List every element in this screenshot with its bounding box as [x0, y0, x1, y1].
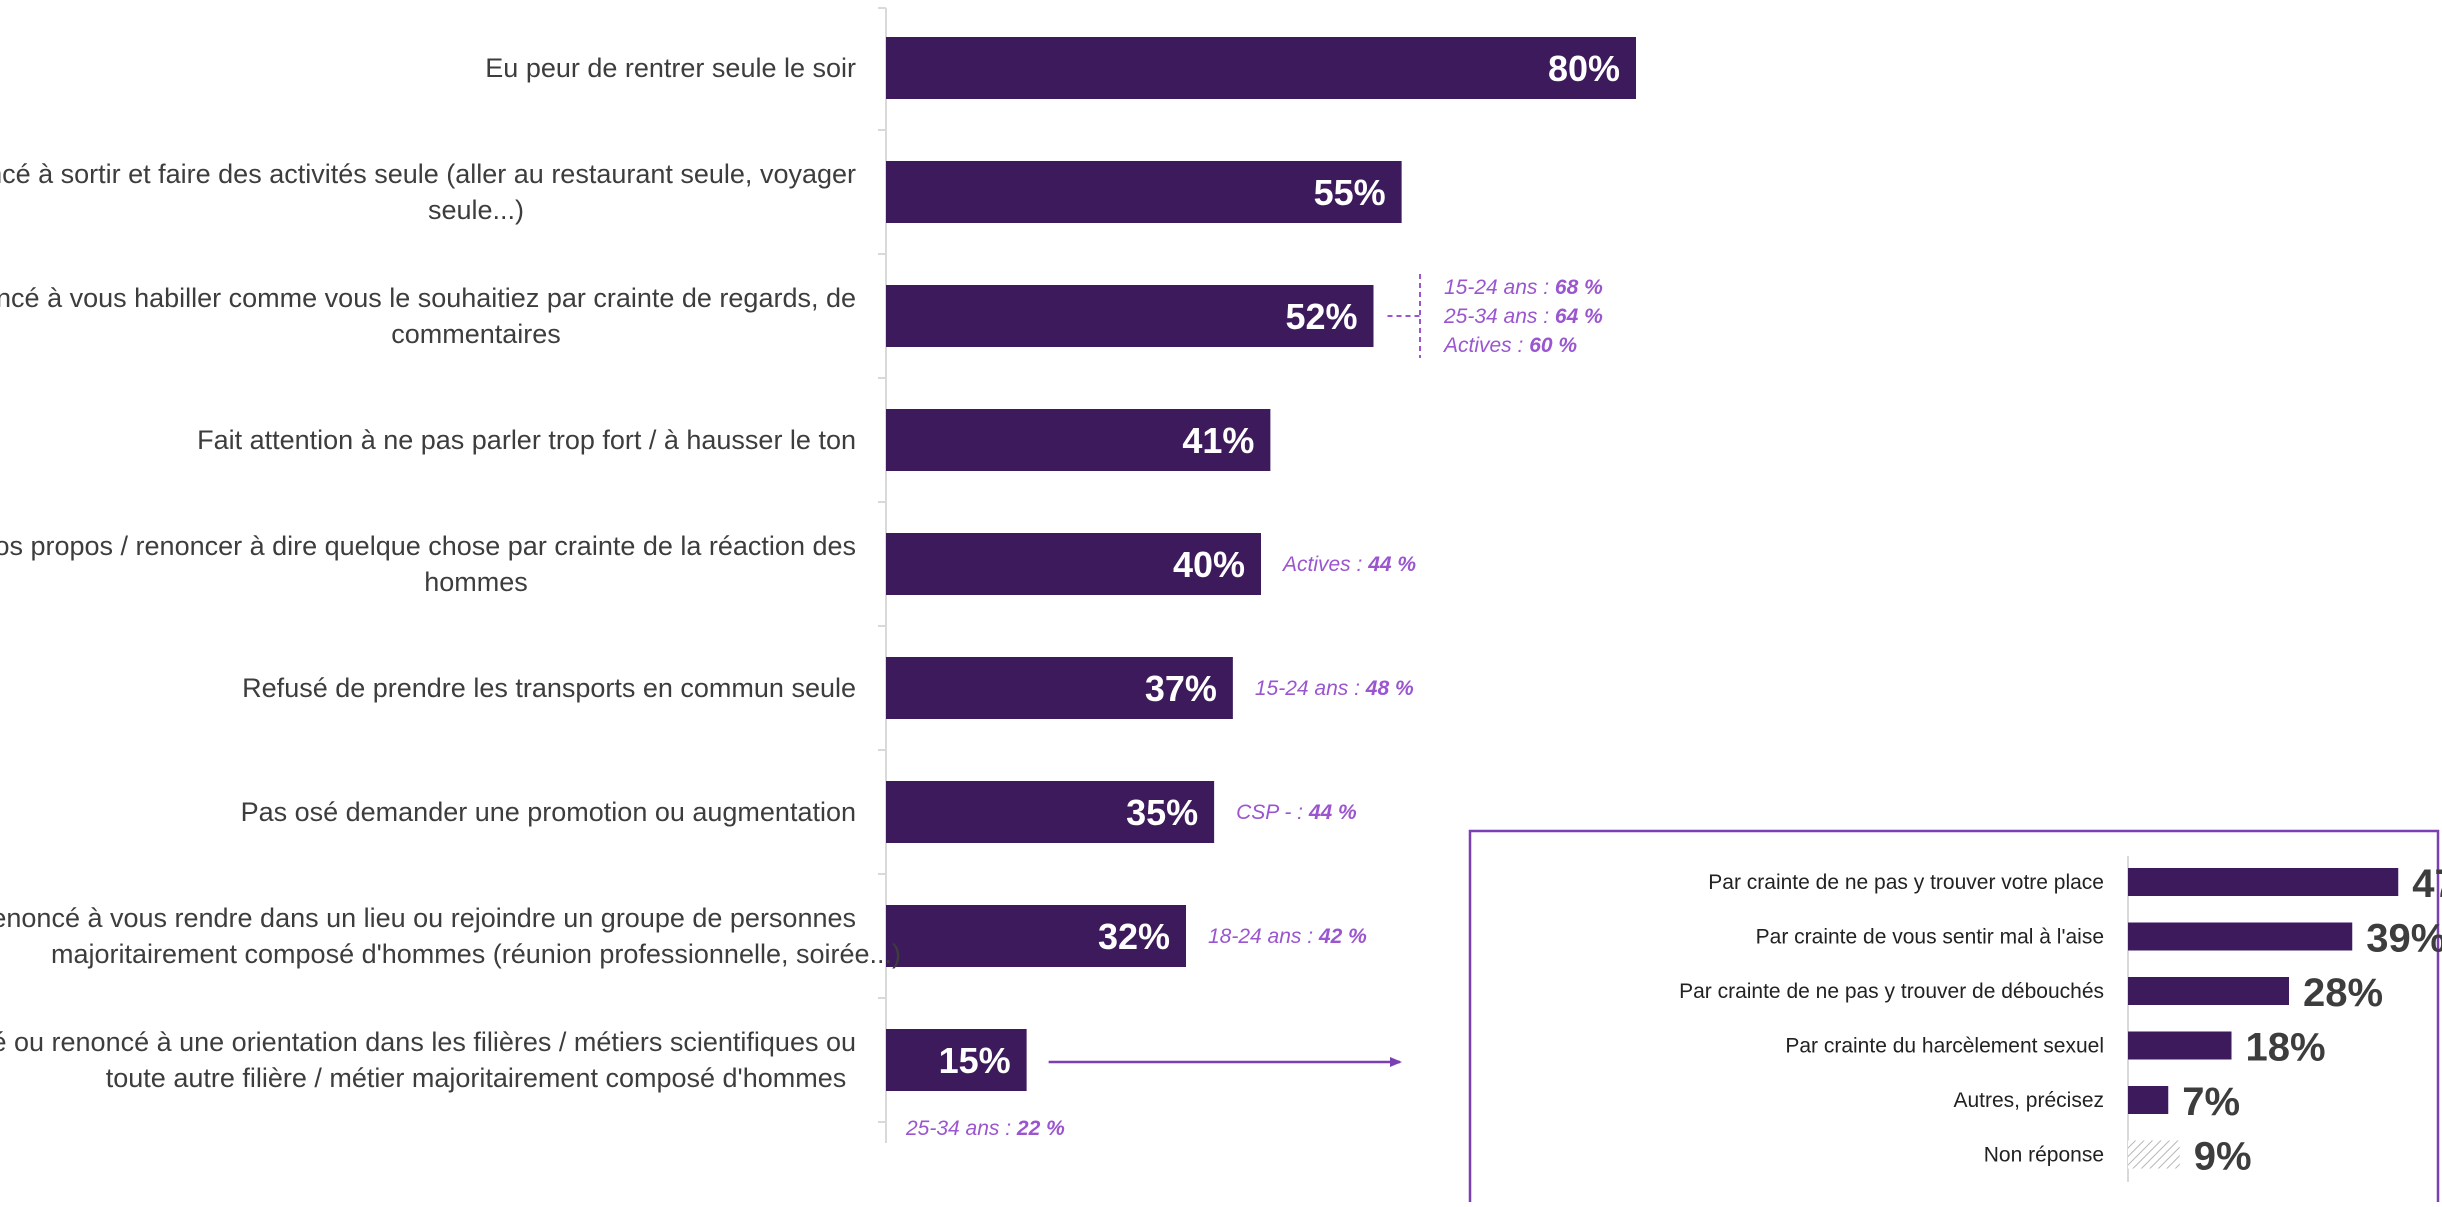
- annotation-value: 68 %: [1555, 276, 1603, 299]
- annotation-value: 64 %: [1555, 305, 1603, 328]
- data-label: 52%: [1285, 296, 1357, 337]
- data-label: 15%: [939, 1040, 1011, 1081]
- bar: [886, 657, 1233, 719]
- data-label: 41%: [1182, 420, 1254, 461]
- inset-bar: [2128, 1086, 2169, 1114]
- category-label: seule...): [428, 195, 524, 225]
- annotation-group: Actives :: [1281, 553, 1368, 576]
- data-label: 80%: [1548, 48, 1620, 89]
- bar: [886, 1029, 1027, 1091]
- inset-category-label: Par crainte de ne pas y trouver votre pl…: [1708, 871, 2104, 894]
- bar: [886, 533, 1261, 595]
- category-label: Eu peur de rentrer seule le soir: [485, 53, 856, 83]
- annotation-value: 60 %: [1529, 334, 1577, 357]
- category-label: Refusé de prendre les transports en comm…: [242, 673, 856, 703]
- category-label: hommes: [424, 567, 528, 597]
- annotation-group: CSP - :: [1236, 801, 1309, 824]
- inset-bar: [2128, 1031, 2232, 1060]
- inset-data-label: 18%: [2246, 1026, 2326, 1070]
- annotation-value: 42 %: [1318, 925, 1367, 948]
- main-bar-chart: 80% Eu peur de rentrer seule le soir 55% Re…: [0, 7, 1636, 1143]
- annotation-text: 15-24 ans : 68 %: [1444, 276, 1603, 299]
- inset-category-label: Par crainte de ne pas y trouver de débou…: [1679, 980, 2104, 1003]
- inset-category-label: Autres, précisez: [1953, 1089, 2104, 1112]
- inset-bar: [2128, 1140, 2180, 1169]
- bar: [886, 409, 1271, 471]
- inset-data-label: 47%: [2412, 862, 2442, 906]
- inset-category-label: Par crainte de vous sentir mal à l'aise: [1756, 926, 2104, 949]
- data-label: 35%: [1126, 792, 1198, 833]
- inset-bar: [2128, 977, 2289, 1005]
- inset-data-label: 28%: [2303, 971, 2383, 1015]
- inset-bar: [2128, 868, 2399, 896]
- annotation-text: Actives : 44 %: [1281, 553, 1416, 576]
- inset-bar-chart: 47% Par crainte de ne pas y trouver votre…: [1468, 829, 2442, 1207]
- bar: [886, 161, 1402, 223]
- annotation-group: 18-24 ans :: [1208, 925, 1319, 948]
- category-label: Fait attention à ne pas parler trop fort…: [197, 425, 856, 455]
- annotation-value: 44 %: [1367, 553, 1416, 576]
- data-label: 37%: [1145, 668, 1217, 709]
- inset-data-label: 39%: [2366, 917, 2442, 961]
- annotation-group: 25-34 ans :: [1443, 305, 1555, 328]
- category-label: commentaires: [391, 319, 561, 349]
- data-label: 32%: [1098, 916, 1170, 957]
- inset-data-label: 9%: [2194, 1135, 2252, 1179]
- category-label: Censuré vos propos / renoncer à dire que…: [0, 531, 856, 561]
- bar: [886, 37, 1636, 99]
- annotation-text: Actives : 60 %: [1442, 334, 1577, 357]
- data-label: 40%: [1173, 544, 1245, 585]
- annotation-text: 25-34 ans : 64 %: [1443, 305, 1603, 328]
- inset-category-label: Par crainte du harcèlement sexuel: [1785, 1035, 2104, 1058]
- annotation-group: 25-34 ans :: [905, 1117, 1017, 1140]
- bar: [886, 781, 1215, 843]
- annotation-text: 15-24 ans : 48 %: [1255, 677, 1414, 700]
- category-label: majoritairement composé d'hommes (réunio…: [51, 939, 901, 969]
- inset-bar: [2128, 922, 2353, 951]
- annotation-text: CSP - : 44 %: [1236, 801, 1357, 824]
- category-label: Redouté ou renoncé à une orientation dan…: [0, 1027, 856, 1057]
- bar: [886, 905, 1186, 967]
- annotation-value: 48 %: [1365, 677, 1414, 700]
- data-label: 55%: [1314, 172, 1386, 213]
- category-label: Pas osé demander une promotion ou augmen…: [241, 797, 856, 827]
- annotation-group: Actives :: [1442, 334, 1529, 357]
- inset-data-label: 7%: [2182, 1080, 2240, 1124]
- category-label: Renoncé à vous habiller comme vous le so…: [0, 283, 856, 313]
- category-label: Renoncé à vous rendre dans un lieu ou re…: [0, 903, 856, 933]
- annotation-group: 15-24 ans :: [1444, 276, 1555, 299]
- annotation-text: 25-34 ans : 22 %: [905, 1117, 1065, 1140]
- annotation-value: 22 %: [1016, 1117, 1065, 1140]
- category-label: toute autre filière / métier majoritaire…: [106, 1063, 846, 1093]
- inset-category-label: Non réponse: [1984, 1144, 2104, 1167]
- category-label: Renoncé à sortir et faire des activités …: [0, 159, 856, 189]
- annotation-group: 15-24 ans :: [1255, 677, 1366, 700]
- annotation-text: 18-24 ans : 42 %: [1208, 925, 1367, 948]
- bar: [886, 285, 1374, 347]
- annotation-value: 44 %: [1308, 801, 1357, 824]
